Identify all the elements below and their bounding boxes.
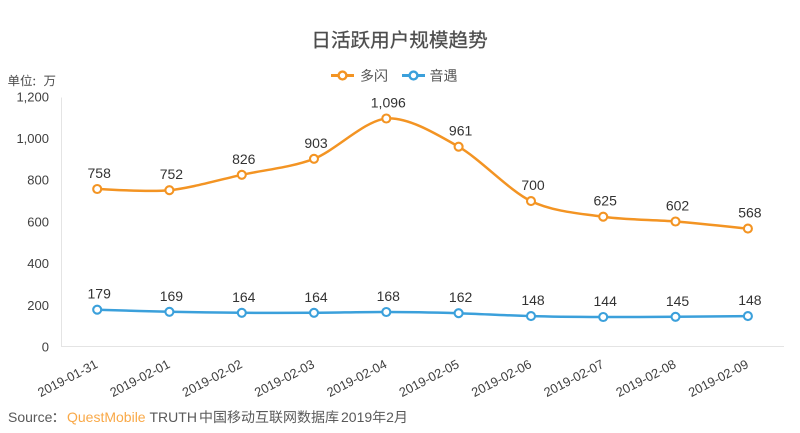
svg-text:2019: 2019 [341,409,372,425]
svg-text:148: 148 [521,292,545,308]
svg-text:164: 164 [232,289,256,305]
svg-text:2: 2 [386,409,394,425]
svg-text:148: 148 [738,292,762,308]
svg-text:903: 903 [304,135,328,151]
svg-text:168: 168 [377,288,401,304]
svg-text:400: 400 [27,256,49,271]
svg-text:602: 602 [666,198,690,214]
svg-text:200: 200 [27,298,49,313]
svg-text:826: 826 [232,151,256,167]
svg-text:145: 145 [666,293,690,309]
svg-text:TRUTH: TRUTH [150,409,197,425]
svg-text:164: 164 [304,289,328,305]
svg-text:179: 179 [88,286,112,302]
svg-text:961: 961 [449,123,473,139]
svg-text:1,096: 1,096 [371,95,406,111]
svg-text:QuestMobile: QuestMobile [67,409,146,425]
svg-text:Source: Source [8,409,53,425]
svg-text:800: 800 [27,173,49,188]
svg-text:0: 0 [42,340,49,355]
svg-text:625: 625 [594,193,618,209]
svg-text:700: 700 [521,177,545,193]
svg-text:144: 144 [594,293,618,309]
svg-text:162: 162 [449,289,473,305]
svg-text:1,200: 1,200 [16,89,49,104]
svg-text:758: 758 [88,165,112,181]
svg-text:568: 568 [738,205,762,221]
svg-text:1,000: 1,000 [16,131,49,146]
svg-text:169: 169 [160,288,184,304]
svg-text:600: 600 [27,214,49,229]
svg-text:752: 752 [160,166,184,182]
